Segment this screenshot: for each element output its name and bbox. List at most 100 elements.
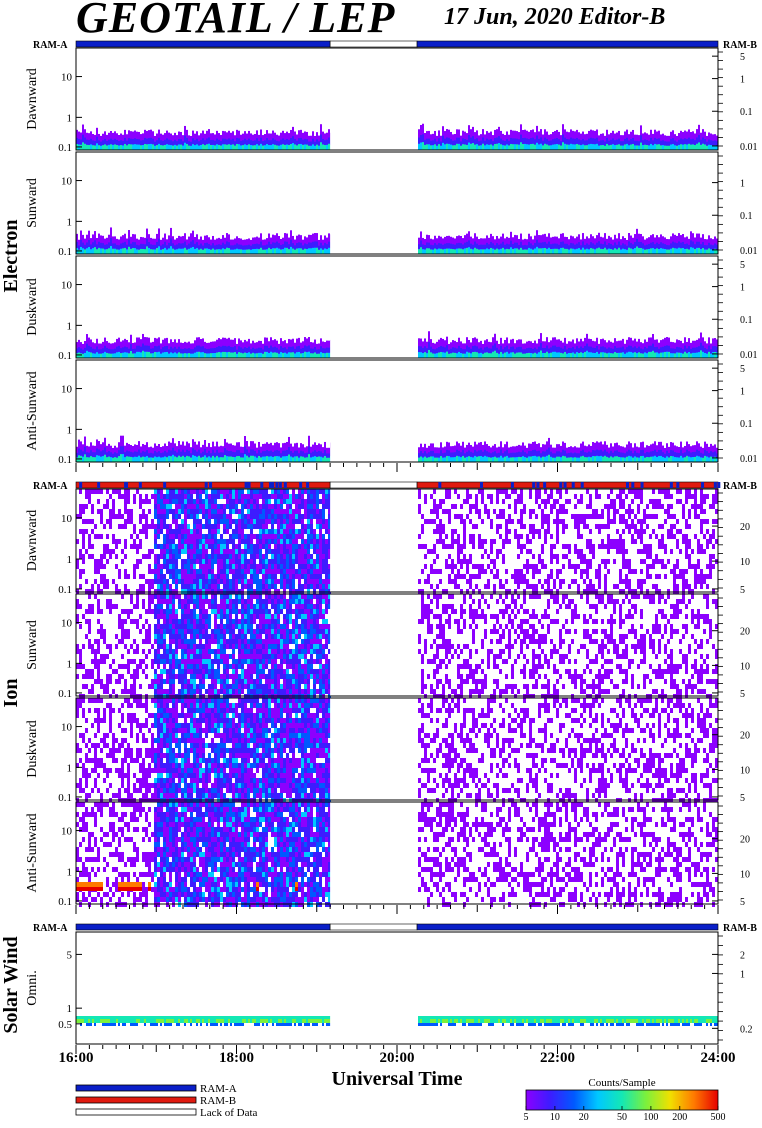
left-tick-label: 10 <box>61 72 73 84</box>
legend-label: RAM-A <box>200 1083 237 1095</box>
left-tick-label: 1 <box>67 320 73 332</box>
left-tick-label: 1 <box>67 866 73 878</box>
status-bar-right-label: RAM-B <box>723 481 757 492</box>
spectrogram-panel: Sunward 10 1 0.1 20 10 5 <box>25 593 750 700</box>
panel-frame <box>75 593 719 697</box>
panel-ylabel: Dawnward <box>25 68 40 129</box>
status-bar-right-label: RAM-B <box>723 40 757 51</box>
right-tick-label: 20 <box>740 731 750 742</box>
status-segment <box>416 481 719 489</box>
plot-title: GEOTAIL / LEP <box>76 0 396 42</box>
spectrogram-cells <box>76 227 718 254</box>
left-tick-label: 0.1 <box>58 896 72 908</box>
right-tick-label: 0.01 <box>740 350 758 361</box>
left-tick-label: 10 <box>61 722 73 734</box>
right-tick-label: 0.1 <box>740 315 753 326</box>
right-tick-label: 2 <box>740 950 745 961</box>
colorbar-tick-label: 500 <box>711 1112 726 1123</box>
panel-frame <box>75 255 719 359</box>
right-tick-label: 0.1 <box>740 211 753 222</box>
status-bar-left-label: RAM-A <box>33 40 68 51</box>
spectrogram-panel: Dawnward 10 1 0.1 5 1 0.1 0.01 <box>25 47 758 154</box>
panel-ylabel: Sunward <box>25 178 40 228</box>
x-axis-label: Universal Time <box>332 1068 463 1090</box>
spectrogram-panel: Anti-Sunward 10 1 0.1 5 1 0.1 0.01 <box>25 359 758 466</box>
left-tick-label: 0.1 <box>58 688 72 700</box>
right-tick-label: 20 <box>740 835 750 846</box>
panel-frame <box>75 151 719 255</box>
time-ticks <box>75 1045 719 1054</box>
status-segment <box>416 40 719 48</box>
panel-ylabel: Sunward <box>25 620 40 670</box>
panel-ylabel: Anti-Sunward <box>25 371 40 450</box>
spectrogram-panel: Duskward 10 1 0.1 20 10 5 <box>25 697 750 804</box>
spectrogram-cells <box>76 698 718 803</box>
left-tick-label: 10 <box>61 280 73 292</box>
right-tick-label: 1 <box>740 387 745 398</box>
left-tick-label: 10 <box>61 513 73 525</box>
group-label: Solar Wind <box>0 936 22 1033</box>
left-tick-label: 1 <box>67 762 73 774</box>
colorbar-tick-label: 50 <box>617 1112 627 1123</box>
spectrogram-cells <box>76 123 718 150</box>
panel-ylabel: Anti-Sunward <box>25 813 40 892</box>
spectrogram-cells <box>76 489 718 594</box>
status-segment <box>75 40 331 48</box>
left-tick-label: 0.1 <box>58 246 72 258</box>
left-tick-label: 1 <box>67 1003 73 1015</box>
right-tick-label: 10 <box>740 869 750 880</box>
right-tick-label: 5 <box>740 260 745 271</box>
panel-ylabel: Dawnward <box>25 510 40 571</box>
right-tick-label: 5 <box>740 364 745 375</box>
time-ticks <box>75 463 719 472</box>
right-tick-label: 0.1 <box>740 419 753 430</box>
right-tick-label: 1 <box>740 179 745 190</box>
x-tick-label: 16:00 <box>59 1050 94 1066</box>
status-segment <box>75 481 331 489</box>
group-label: Ion <box>0 679 22 708</box>
spectrogram-cells <box>76 435 718 462</box>
time-ticks <box>75 905 719 914</box>
plot-date: 17 Jun, 2020 Editor-B <box>444 4 666 30</box>
legend-swatch <box>75 1108 197 1116</box>
x-tick-label: 24:00 <box>701 1050 736 1066</box>
spectrogram-cells <box>76 331 718 358</box>
right-tick-label: 0.01 <box>740 454 758 465</box>
status-segment <box>329 923 418 931</box>
left-tick-label: 1 <box>67 658 73 670</box>
colorbar-tick-label: 200 <box>672 1112 687 1123</box>
right-tick-label: 20 <box>740 627 750 638</box>
left-tick-label: 10 <box>61 618 73 630</box>
left-tick-label: 10 <box>61 176 73 188</box>
left-tick-label: 0.1 <box>58 454 72 466</box>
right-tick-label: 0.2 <box>740 1024 753 1035</box>
left-tick-label: 5 <box>67 949 73 961</box>
left-tick-label: 0.1 <box>58 792 72 804</box>
left-tick-label: 10 <box>61 384 73 396</box>
status-bar: RAM-A RAM-B <box>33 923 757 934</box>
right-tick-label: 10 <box>740 661 750 672</box>
panel-ylabel: Omni. <box>25 970 40 1005</box>
colorbar-title: Counts/Sample <box>588 1077 655 1089</box>
left-tick-label: 0.1 <box>58 350 72 362</box>
right-tick-label: 5 <box>740 897 745 908</box>
colorbar-tick-label: 100 <box>643 1112 658 1123</box>
right-tick-label: 0.1 <box>740 107 753 118</box>
status-segment <box>329 40 418 48</box>
status-segment <box>75 923 331 931</box>
right-tick-label: 5 <box>740 52 745 63</box>
colorbar: Counts/Sample 5 10 20 50 100 200 500 <box>524 1077 726 1123</box>
right-tick-label: 0.01 <box>740 246 758 257</box>
spectrogram-cells <box>76 1016 718 1026</box>
panel-frame <box>75 801 719 905</box>
right-tick-label: 20 <box>740 522 750 533</box>
status-bar-left-label: RAM-A <box>33 481 68 492</box>
left-tick-label: 1 <box>67 554 73 566</box>
right-tick-label: 1 <box>740 75 745 86</box>
left-tick-label: 0.5 <box>58 1019 72 1031</box>
right-tick-label: 10 <box>740 765 750 776</box>
status-segment <box>329 481 418 489</box>
right-tick-label: 1 <box>740 283 745 294</box>
